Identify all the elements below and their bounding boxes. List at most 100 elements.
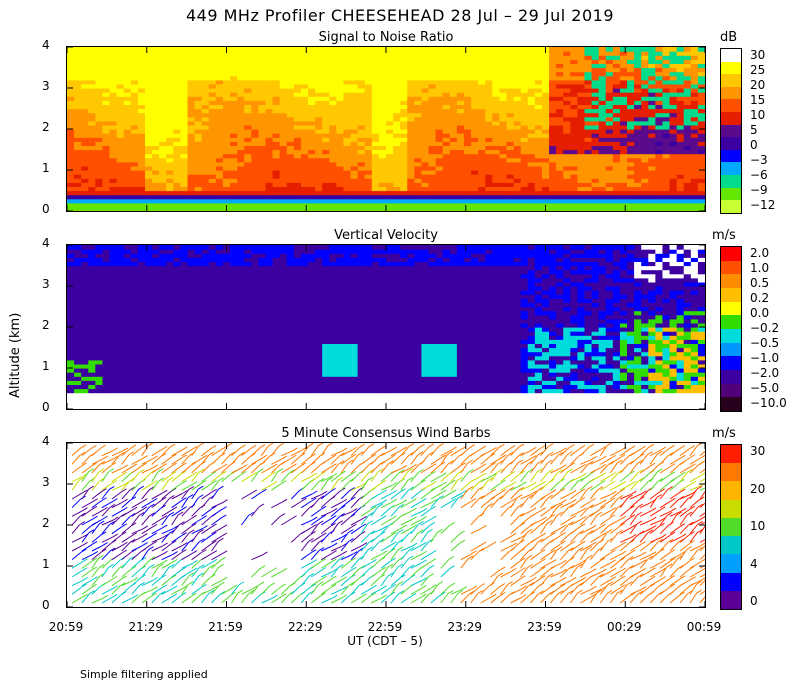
velocity-cell — [81, 245, 89, 250]
velocity-cell — [187, 343, 196, 349]
snr-cell — [95, 202, 104, 208]
velocity-cell — [109, 331, 118, 336]
snr-cell — [81, 153, 89, 159]
snr-cell — [697, 108, 705, 114]
snr-cell — [308, 137, 316, 142]
snr-cell — [499, 51, 508, 56]
snr-cell — [570, 161, 578, 167]
snr-cell — [116, 104, 125, 110]
snr-cell — [386, 170, 394, 175]
velocity-cell — [166, 286, 174, 291]
snr-cell — [697, 83, 705, 89]
snr-cell — [400, 59, 408, 64]
snr-cell — [159, 108, 167, 114]
snr-cell — [471, 186, 479, 192]
velocity-cell — [237, 294, 245, 299]
snr-cell — [393, 104, 401, 110]
snr-cell — [435, 194, 444, 200]
velocity-cell — [130, 314, 139, 320]
velocity-cell — [230, 327, 238, 332]
velocity-cell — [173, 331, 182, 336]
velocity-cell — [286, 253, 295, 258]
velocity-cell — [230, 318, 238, 324]
snr-cell — [357, 194, 366, 200]
snr-cell — [343, 104, 352, 110]
snr-cell — [300, 67, 309, 73]
snr-cell — [549, 186, 557, 192]
snr-cell — [499, 133, 508, 138]
snr-cell — [506, 182, 515, 187]
snr-cell — [527, 190, 536, 196]
snr-cell — [208, 63, 217, 69]
snr-panel-title: Signal to Noise Ratio — [318, 30, 454, 45]
snr-cell — [116, 145, 125, 151]
velocity-cell — [258, 339, 267, 344]
velocity-cell — [222, 384, 231, 390]
snr-cell — [152, 47, 160, 52]
snr-cell — [109, 178, 118, 183]
snr-cell — [683, 149, 692, 155]
snr-cell — [336, 124, 345, 130]
snr-cell — [641, 141, 649, 146]
velocity-cell — [230, 269, 238, 275]
velocity-cell — [130, 335, 139, 340]
velocity-cell — [187, 404, 196, 409]
snr-cell — [627, 100, 635, 105]
snr-cell — [329, 88, 337, 93]
snr-cell — [378, 141, 387, 146]
velocity-cell — [159, 322, 167, 328]
snr-cell — [286, 63, 295, 69]
snr-cell — [336, 190, 345, 196]
velocity-cell — [159, 392, 167, 398]
snr-cell — [591, 71, 600, 77]
snr-cell — [343, 112, 352, 118]
snr-cell — [166, 71, 174, 77]
snr-cell — [612, 141, 621, 146]
snr-cell — [300, 206, 309, 211]
velocity-cell — [244, 363, 252, 369]
velocity-cell — [137, 335, 146, 340]
snr-cell — [605, 55, 614, 60]
snr-cell — [463, 174, 472, 179]
snr-cell — [201, 79, 210, 85]
snr-cell — [527, 83, 536, 89]
velocity-cell — [88, 302, 96, 308]
snr-cell — [350, 178, 359, 183]
snr-cell — [336, 165, 345, 171]
velocity-cell — [137, 277, 146, 283]
snr-cell — [506, 83, 515, 89]
snr-cell — [293, 170, 302, 175]
velocity-cell — [293, 392, 302, 398]
velocity-cell — [279, 314, 288, 320]
velocity-cell — [144, 261, 153, 267]
velocity-cell — [286, 261, 295, 267]
snr-cell — [683, 83, 692, 89]
snr-cell — [251, 92, 259, 97]
snr-cell — [648, 96, 656, 101]
snr-cell — [627, 145, 635, 151]
snr-cell — [499, 165, 508, 171]
velocity-cell — [102, 335, 111, 340]
snr-cell — [683, 190, 692, 196]
snr-cell — [159, 120, 167, 126]
snr-cell — [697, 88, 705, 93]
snr-cell — [286, 100, 295, 105]
snr-cell — [478, 133, 486, 138]
snr-cell — [279, 137, 288, 142]
snr-cell — [478, 137, 486, 142]
snr-cell — [499, 47, 508, 52]
snr-cell — [634, 165, 642, 171]
snr-cell — [584, 120, 593, 126]
snr-cell — [144, 96, 153, 101]
velocity-cell — [130, 322, 139, 328]
snr-cell — [683, 165, 692, 171]
velocity-cell — [95, 396, 104, 402]
snr-cell — [222, 51, 231, 56]
snr-cell — [549, 198, 557, 204]
snr-cell — [428, 198, 437, 204]
snr-cell — [428, 129, 437, 134]
snr-cell — [215, 92, 224, 97]
velocity-cell — [159, 281, 167, 287]
velocity-cell — [95, 372, 104, 377]
velocity-cell — [265, 253, 274, 258]
